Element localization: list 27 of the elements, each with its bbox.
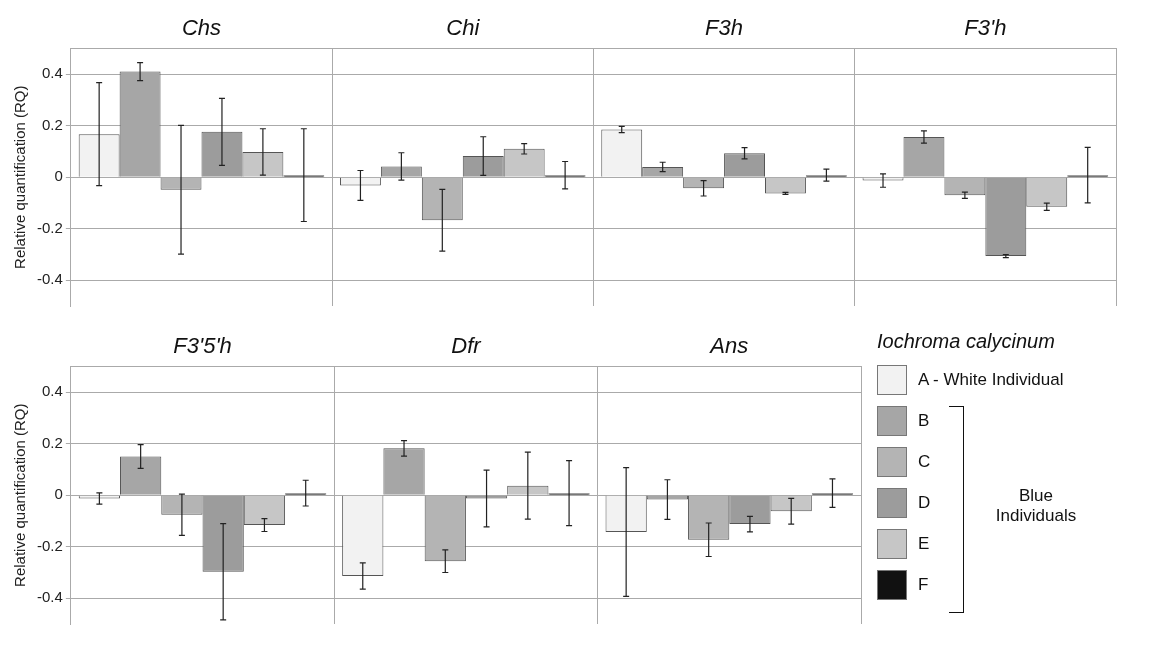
y-tick-label: -0.2 [36,218,63,236]
legend-label: D [918,492,931,513]
legend-title: Iochroma calycinum [877,330,1056,353]
legend-label: C [918,451,931,472]
y-tick-label: 0.4 [41,382,63,400]
y-tick-label: 0 [54,485,63,503]
y-tick-label: 0.2 [41,115,63,133]
x-tick-label: Chs [181,15,222,41]
x-tick-label: F3'5'h [173,333,232,359]
y-tick-label: -0.4 [36,270,63,288]
y-tick-label: -0.4 [36,588,63,606]
text: Blue Individuals [994,486,1078,526]
y-axis-title: Relative quantification (RQ) [11,85,29,269]
x-tick-label: F3'h [964,15,1007,41]
x-tick-label: Dfr [451,333,483,359]
y-tick-label: 0 [54,167,63,185]
y-axis-title: Relative quantification (RQ) [11,403,29,587]
legend-label: F [918,574,929,595]
x-tick-label: F3h [705,15,744,41]
y-tick-label: 0.2 [41,433,63,451]
legend-label: E [918,533,930,554]
x-tick-label: Chi [446,15,481,41]
y-tick-label: -0.2 [36,536,63,554]
y-tick-label: 0.4 [41,64,63,82]
legend-label: A - White Individual [918,369,1064,390]
x-tick-label: Ans [708,333,749,359]
legend-label: B [918,410,930,431]
